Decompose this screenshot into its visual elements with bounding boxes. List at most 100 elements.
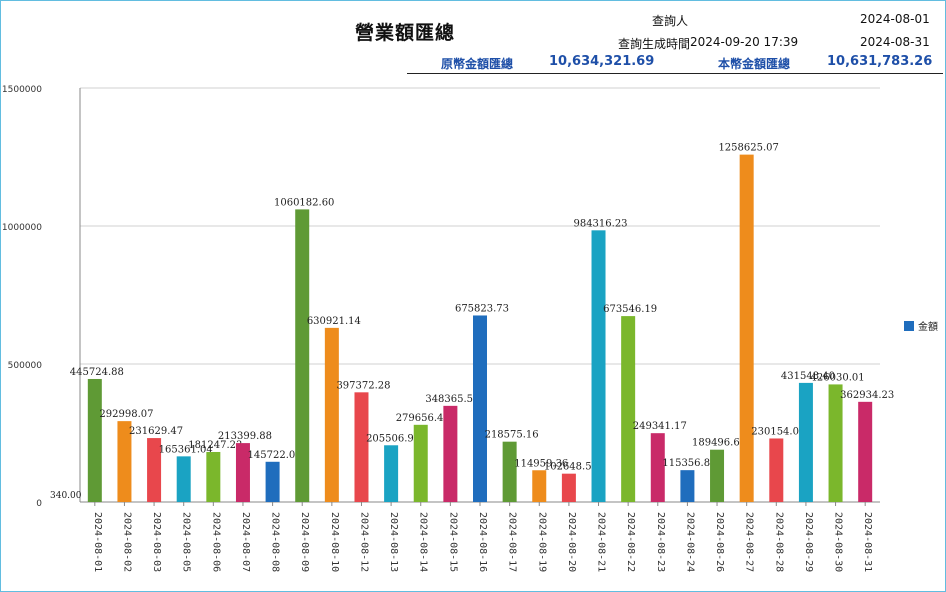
x-tick-label: 2024-08-19 (536, 512, 547, 572)
value-label: 1060182.60 (274, 197, 334, 208)
local-total-value: 10,631,783.26 (827, 54, 933, 69)
value-label: 102648.59 (544, 462, 598, 473)
x-tick-label: 2024-08-26 (714, 512, 725, 572)
x-tick-label: 2024-08-16 (477, 512, 488, 572)
header-rule (407, 73, 943, 74)
value-label: 348365.53 (425, 394, 479, 405)
value-label: 445724.88 (70, 367, 124, 378)
bar (739, 154, 754, 502)
value-label: 230154.03 (751, 426, 805, 437)
value-label: 115356.84 (662, 458, 716, 469)
x-tick-label: 2024-08-12 (358, 512, 369, 572)
report-title: 營業額匯總 (355, 22, 456, 44)
value-label: 426030.01 (811, 372, 865, 383)
x-tick-label: 2024-08-05 (181, 512, 192, 572)
bar (206, 451, 221, 502)
value-label: 205506.95 (366, 433, 420, 444)
value-label: 673546.19 (603, 304, 657, 315)
y-tick-label: 1500000 (2, 85, 42, 95)
value-label: 249341.17 (633, 421, 687, 432)
x-tick-label: 2024-08-28 (773, 512, 784, 572)
bar (769, 438, 784, 502)
x-tick-label: 2024-08-22 (625, 512, 636, 572)
bar (621, 316, 636, 502)
bar (828, 384, 843, 502)
bar (87, 378, 102, 502)
value-label: 279656.44 (396, 413, 450, 424)
value-label: 145722.05 (248, 450, 302, 461)
bar (117, 421, 132, 502)
y-tick-label: 500000 (8, 361, 43, 371)
legend-swatch (904, 320, 914, 331)
x-tick-label: 2024-08-24 (684, 512, 695, 572)
generated-at: 2024-09-20 17:39 (690, 35, 799, 49)
value-label: 362934.23 (840, 390, 894, 401)
x-tick-label: 2024-08-27 (744, 512, 755, 572)
date-from: 2024-08-01 (860, 12, 930, 26)
x-tick-label: 2024-08-29 (803, 512, 814, 572)
queried-by-label: 查詢人 (652, 14, 689, 28)
bar (561, 473, 576, 502)
x-tick-label: 2024-08-13 (388, 512, 399, 572)
local-total-label: 本幣金額匯總 (718, 57, 791, 71)
bar (591, 230, 606, 502)
x-tick-label: 2024-08-15 (447, 512, 458, 572)
value-label: 218575.16 (485, 430, 539, 441)
x-tick-label: 2024-08-10 (329, 512, 340, 572)
bar (265, 461, 280, 502)
date-to: 2024-08-31 (860, 35, 930, 49)
legend-label: 金額 (918, 322, 938, 333)
bar (413, 424, 428, 502)
x-tick-label: 2024-08-30 (833, 512, 844, 572)
x-tick-label: 2024-08-08 (270, 512, 281, 572)
value-label: 292998.07 (99, 409, 153, 420)
bar (473, 315, 487, 502)
bar (858, 401, 873, 502)
value-label: 213399.88 (218, 431, 272, 442)
value-label: 397372.28 (336, 380, 390, 391)
bar (384, 445, 399, 502)
extra-value-label: 340.00 (50, 491, 82, 501)
x-tick-label: 2024-08-31 (862, 512, 873, 572)
y-tick-label: 1000000 (2, 223, 42, 233)
x-tick-label: 2024-08-02 (121, 512, 132, 572)
value-label: 630921.14 (307, 316, 361, 327)
bar (235, 443, 250, 502)
bar (502, 441, 517, 502)
x-tick-label: 2024-08-21 (596, 512, 607, 572)
orig-total-value: 10,634,321.69 (549, 54, 655, 69)
x-tick-label: 2024-08-23 (655, 512, 666, 572)
bar (324, 327, 339, 502)
value-label: 431548.40 (781, 371, 835, 382)
value-label: 1258625.07 (718, 143, 778, 154)
x-tick-label: 2024-08-09 (299, 512, 310, 572)
value-label: 675823.73 (455, 303, 509, 314)
bar (147, 438, 162, 502)
x-tick-label: 2024-08-07 (240, 512, 251, 572)
bar (798, 382, 813, 502)
x-tick-label: 2024-08-14 (418, 512, 429, 572)
bar (354, 392, 369, 502)
bar (443, 405, 458, 502)
x-tick-label: 2024-08-20 (566, 512, 577, 572)
value-label: 984316.23 (573, 218, 627, 229)
value-label: 231629.47 (129, 426, 183, 437)
x-tick-label: 2024-08-17 (507, 512, 518, 572)
bar (295, 209, 310, 503)
bar (176, 456, 191, 502)
bar (532, 470, 547, 502)
value-label: 114959.36 (514, 458, 568, 469)
value-label: 189496.69 (692, 438, 746, 449)
x-tick-label: 2024-08-03 (151, 512, 162, 572)
bar (710, 449, 725, 502)
bar (650, 433, 665, 502)
orig-total-label: 原幣金額匯總 (441, 57, 514, 71)
chart-legend: 金額 (904, 318, 938, 333)
bar (680, 470, 695, 502)
value-label: 165361.04 (159, 444, 213, 455)
generated-label: 查詢生成時間 (618, 37, 691, 51)
x-tick-label: 2024-08-06 (210, 512, 221, 572)
value-label: 181247.23 (188, 440, 242, 451)
x-tick-label: 2024-08-01 (92, 512, 103, 572)
